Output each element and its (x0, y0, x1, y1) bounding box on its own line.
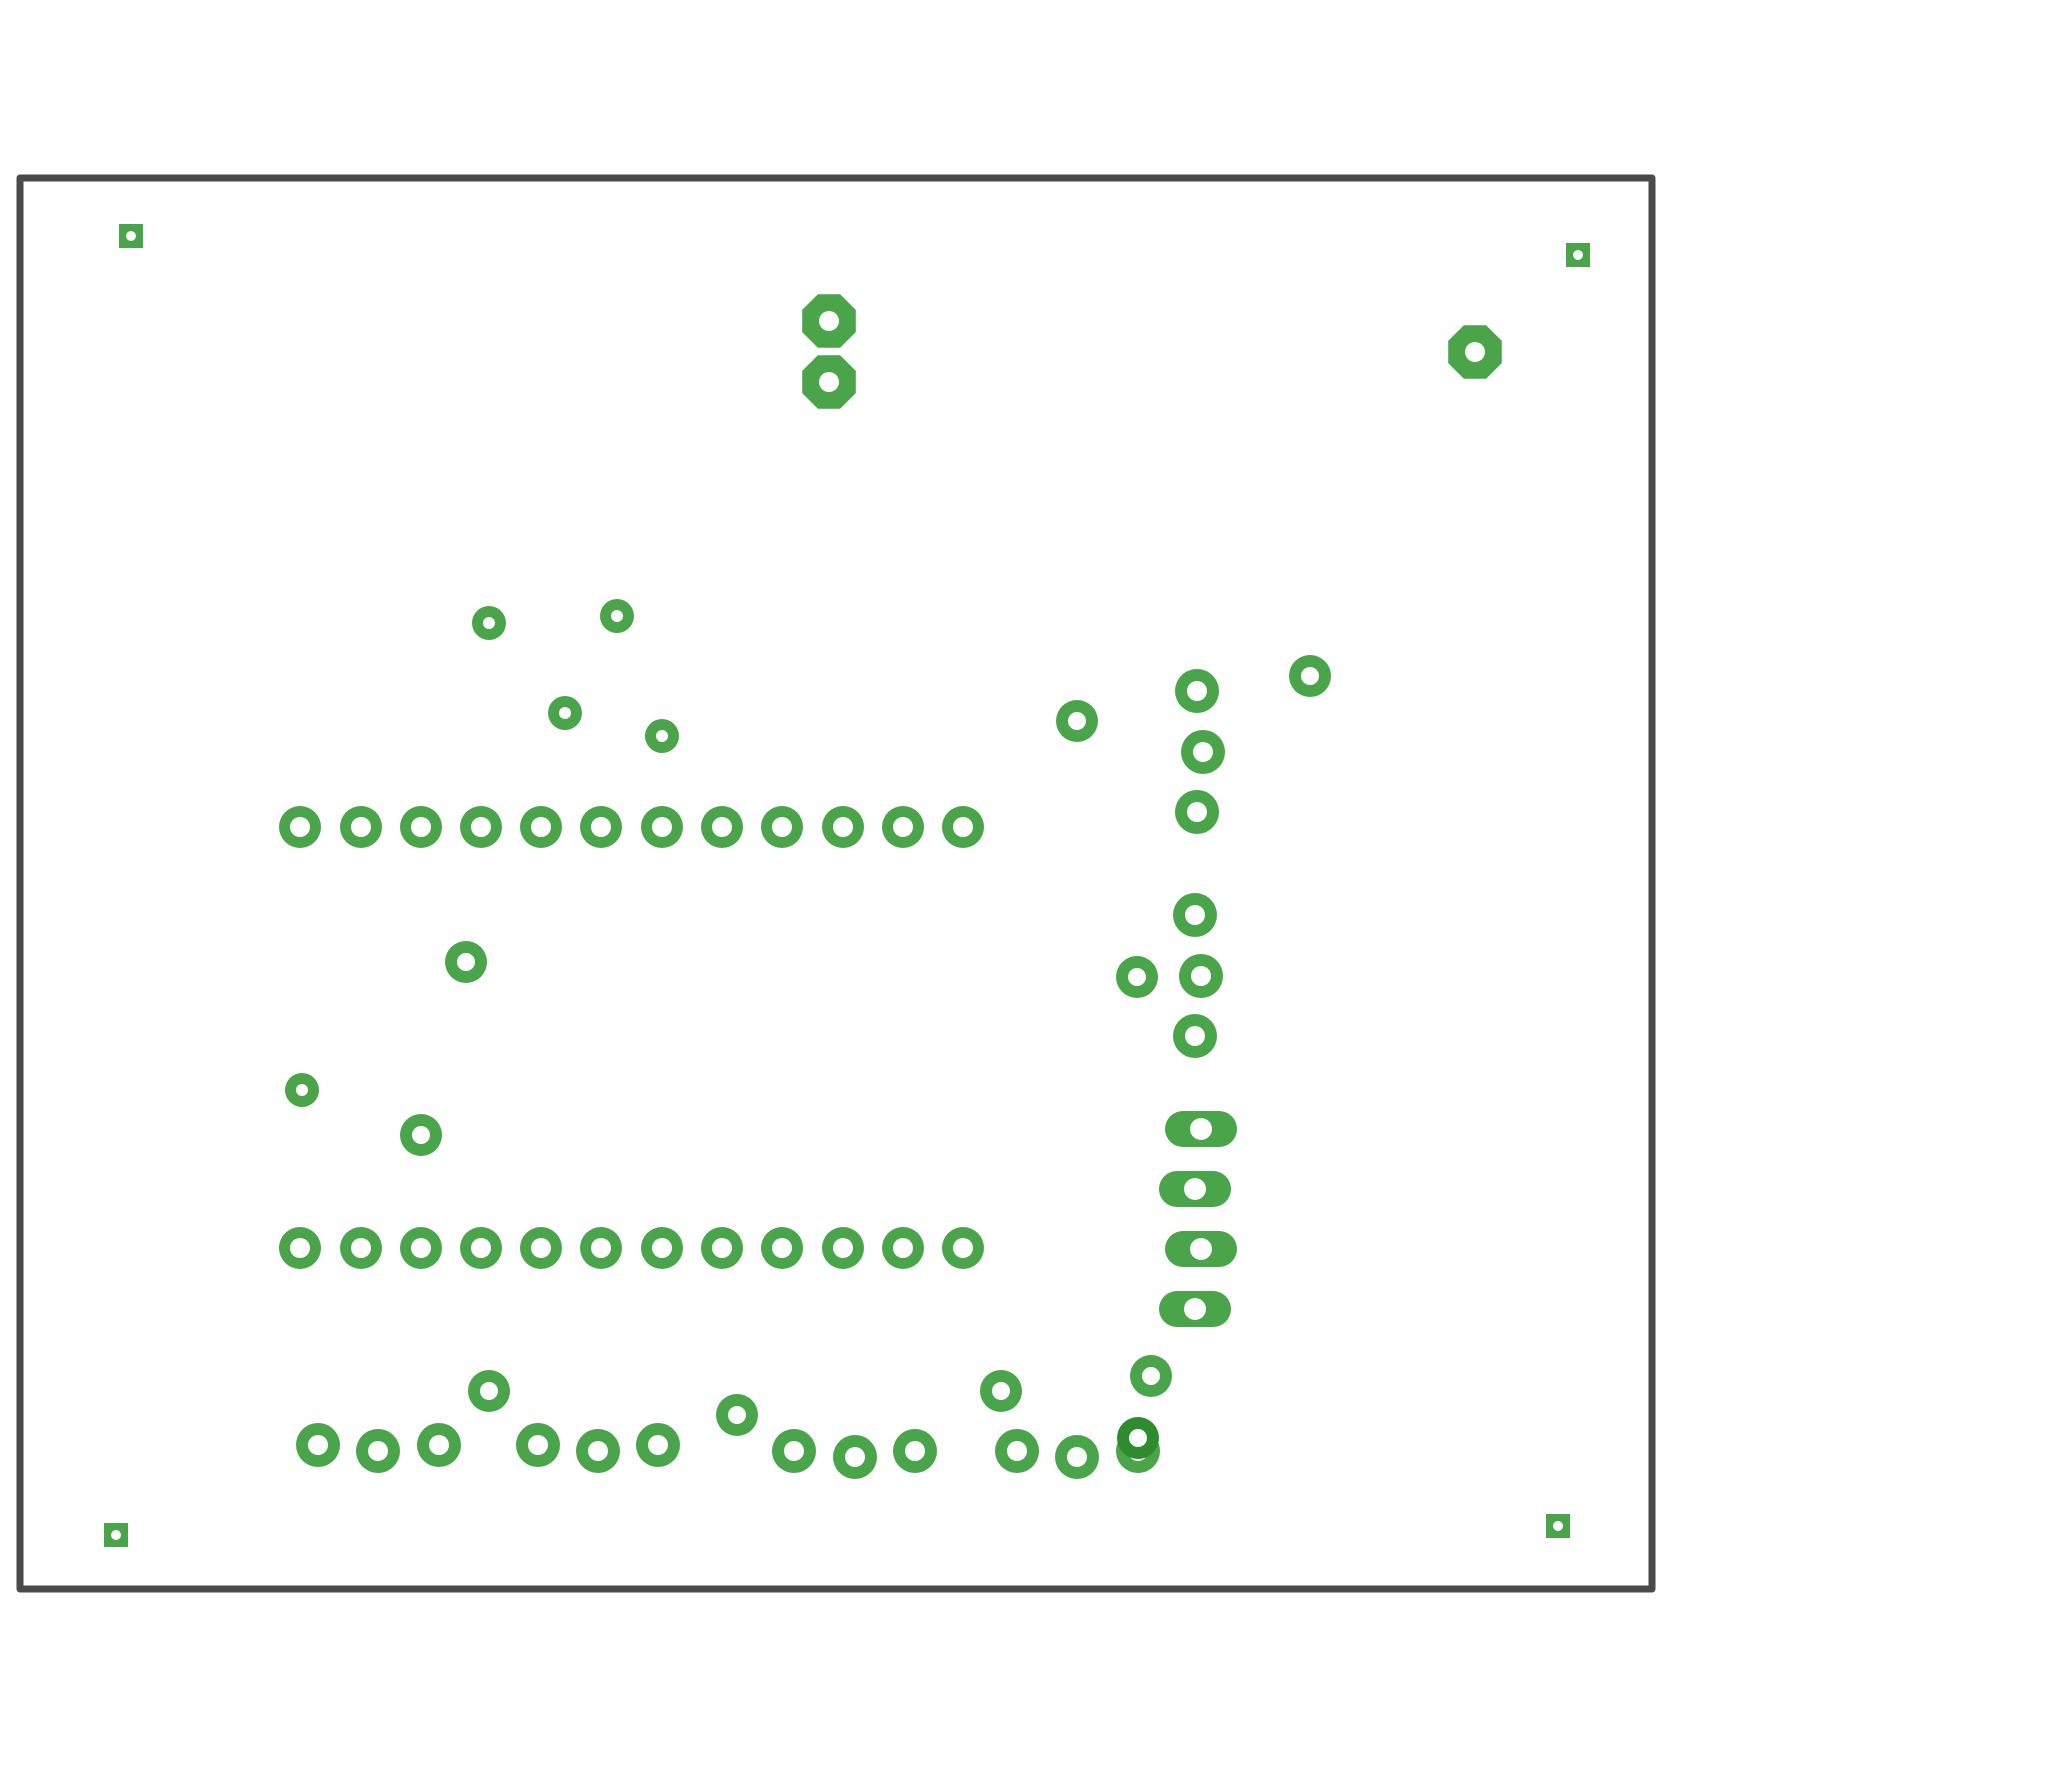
bottom-row-pad (576, 1429, 620, 1473)
round-pad (1116, 956, 1158, 998)
column-pad (1173, 893, 1217, 937)
round-pad (1130, 1355, 1172, 1397)
bottom-row-pad (356, 1429, 400, 1473)
dip-pin-top-row (400, 806, 442, 848)
dip-pin-bottom-row (400, 1227, 442, 1269)
dip-pin-bottom-row (761, 1227, 803, 1269)
dip-pin-top-row (520, 806, 562, 848)
dip-pin-top-row (822, 806, 864, 848)
dip-pin-bottom-row (520, 1227, 562, 1269)
bottom-row-pad (516, 1423, 560, 1467)
column-pad (1181, 730, 1225, 774)
dip-pin-top-row (279, 806, 321, 848)
round-pad (980, 1370, 1022, 1412)
round-pad (445, 941, 487, 983)
dip-pin-bottom-row (460, 1227, 502, 1269)
round-pad (1056, 700, 1098, 742)
round-pad (468, 1370, 510, 1412)
oval-connector-pad (1165, 1231, 1237, 1267)
dip-pin-top-row (580, 806, 622, 848)
column-pad (1175, 669, 1219, 713)
mounting-pad-top-right (1566, 243, 1590, 267)
dip-pin-bottom-row (641, 1227, 683, 1269)
dip-pin-top-row (882, 806, 924, 848)
dip-pin-bottom-row (580, 1227, 622, 1269)
small-pad (548, 696, 582, 730)
dip-pin-bottom-row (942, 1227, 984, 1269)
bottom-row-pad (833, 1435, 877, 1479)
small-pad (645, 719, 679, 753)
mounting-pad-top-left (119, 224, 143, 248)
small-pad (600, 599, 634, 633)
round-pad (400, 1114, 442, 1156)
board-outline (16, 174, 1656, 1593)
dip-pin-top-row (460, 806, 502, 848)
mounting-pad-bottom-right (1546, 1514, 1570, 1538)
column-pad (1173, 1014, 1217, 1058)
bottom-row-pad (995, 1429, 1039, 1473)
bottom-row-pad (636, 1423, 680, 1467)
oval-connector-pad (1159, 1291, 1231, 1327)
small-pad (285, 1073, 319, 1107)
bottom-row-pad (1055, 1435, 1099, 1479)
bottom-row-pad (417, 1423, 461, 1467)
dip-pin-bottom-row (340, 1227, 382, 1269)
round-pad (1289, 655, 1331, 697)
dip-pin-top-row (761, 806, 803, 848)
dip-pin-top-row (701, 806, 743, 848)
column-pad (1179, 954, 1223, 998)
mounting-pad-bottom-left (104, 1523, 128, 1547)
octagon-pad (1448, 325, 1502, 379)
bottom-row-pad (296, 1423, 340, 1467)
dip-pin-top-row (942, 806, 984, 848)
octagon-pad (802, 355, 856, 409)
bottom-row-pad (893, 1429, 937, 1473)
dip-pin-bottom-row (279, 1227, 321, 1269)
overlapping-pad (1117, 1417, 1159, 1459)
column-pad (1175, 790, 1219, 834)
dip-pin-top-row (641, 806, 683, 848)
oval-connector-pad (1165, 1111, 1237, 1147)
dip-pin-top-row (340, 806, 382, 848)
bottom-row-pad (772, 1429, 816, 1473)
dip-pin-bottom-row (882, 1227, 924, 1269)
round-pad (716, 1394, 758, 1436)
oval-connector-pad (1159, 1171, 1231, 1207)
small-pad (472, 606, 506, 640)
pad-group (104, 224, 1590, 1547)
dip-pin-bottom-row (822, 1227, 864, 1269)
octagon-pad (802, 294, 856, 348)
dip-pin-bottom-row (701, 1227, 743, 1269)
